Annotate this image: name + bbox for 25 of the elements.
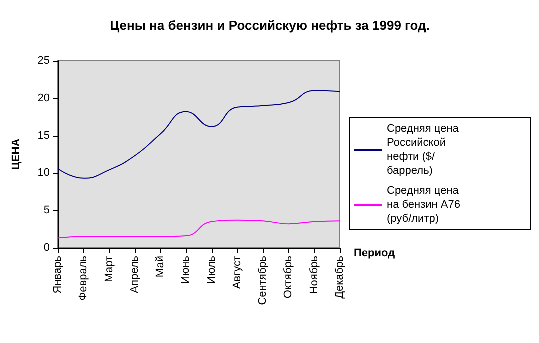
x-tick-label: Октябрь [282, 256, 295, 299]
x-tick-label: Ноябрь [308, 256, 320, 294]
y-axis-title: ЦЕНА [10, 138, 22, 170]
x-axis-title: Период [354, 248, 396, 260]
y-tick-label: 25 [38, 55, 50, 67]
x-tick-label: Сентябрь [257, 256, 270, 306]
x-tick-label: Апрель [128, 256, 141, 294]
x-tick-label: Май [154, 256, 167, 278]
x-tick-label: Июнь [180, 256, 192, 284]
x-tick-label: Февраль [78, 256, 90, 301]
y-tick-label: 0 [44, 242, 50, 254]
y-tick-label: 20 [38, 92, 50, 104]
y-tick-label: 5 [44, 204, 50, 217]
y-tick-label: 15 [38, 130, 50, 142]
x-tick-label: Март [103, 256, 116, 282]
legend-label: Средняя цена на бензин A76 (руб/литр) [387, 185, 464, 225]
y-tick-label: 10 [38, 167, 50, 180]
chart-title: Цены на бензин и Российскую нефть за 1999 год. [110, 18, 430, 33]
legend-label: Средняя цена Российской нефти ($/баррель) [387, 123, 462, 177]
line-series [58, 90, 340, 179]
x-tick-label: Август [231, 256, 244, 290]
line-series [58, 220, 340, 239]
x-tick-label: Июль [206, 256, 218, 284]
x-tick-label: Январь [52, 256, 64, 294]
x-tick-label: Декабрь [334, 256, 346, 299]
